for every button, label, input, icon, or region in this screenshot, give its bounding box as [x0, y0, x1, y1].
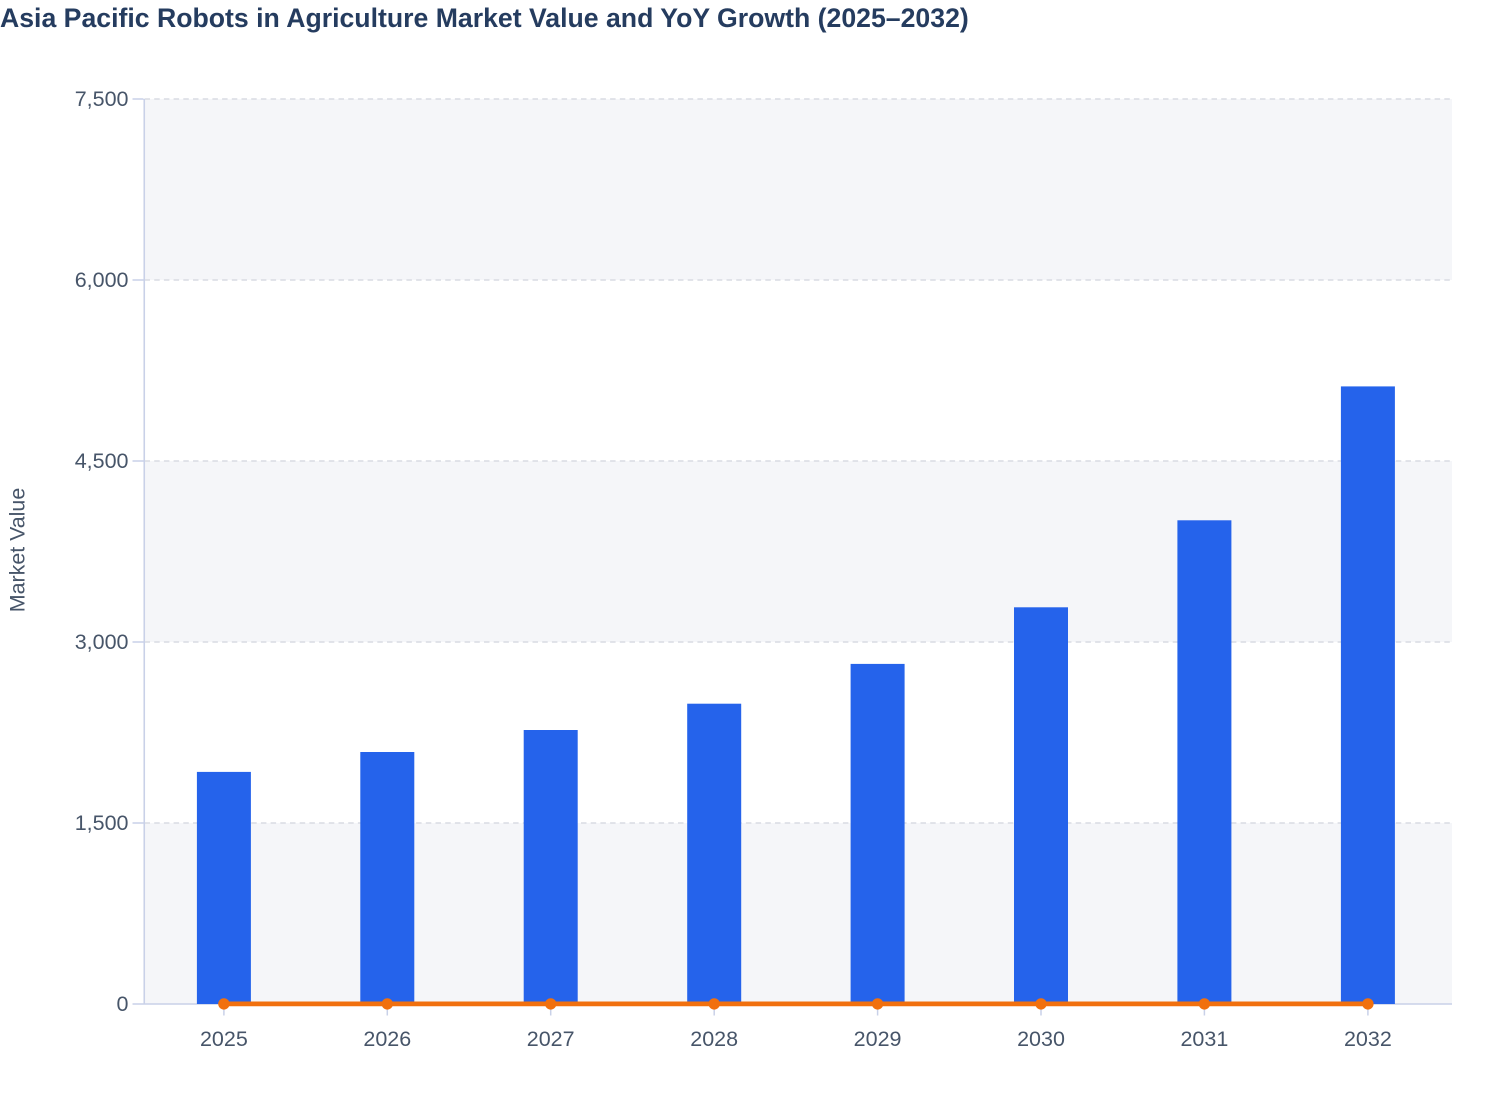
svg-text:2032: 2032 — [1344, 1027, 1392, 1051]
svg-text:2025: 2025 — [200, 1027, 248, 1051]
svg-text:0: 0 — [117, 992, 129, 1016]
svg-text:4,500: 4,500 — [75, 449, 129, 473]
svg-text:Asia Pacific Robots in Agricul: Asia Pacific Robots in Agriculture Marke… — [0, 3, 969, 33]
svg-text:2027: 2027 — [527, 1027, 575, 1051]
svg-text:1,500: 1,500 — [75, 811, 129, 835]
svg-text:7,500: 7,500 — [75, 87, 129, 111]
svg-text:6,000: 6,000 — [75, 268, 129, 292]
svg-text:2031: 2031 — [1180, 1027, 1228, 1051]
svg-text:2030: 2030 — [1017, 1027, 1065, 1051]
svg-text:2029: 2029 — [854, 1027, 902, 1051]
svg-text:3,000: 3,000 — [75, 630, 129, 654]
svg-text:2026: 2026 — [363, 1027, 411, 1051]
svg-text:2028: 2028 — [690, 1027, 738, 1051]
svg-text:Market Value: Market Value — [6, 488, 30, 612]
